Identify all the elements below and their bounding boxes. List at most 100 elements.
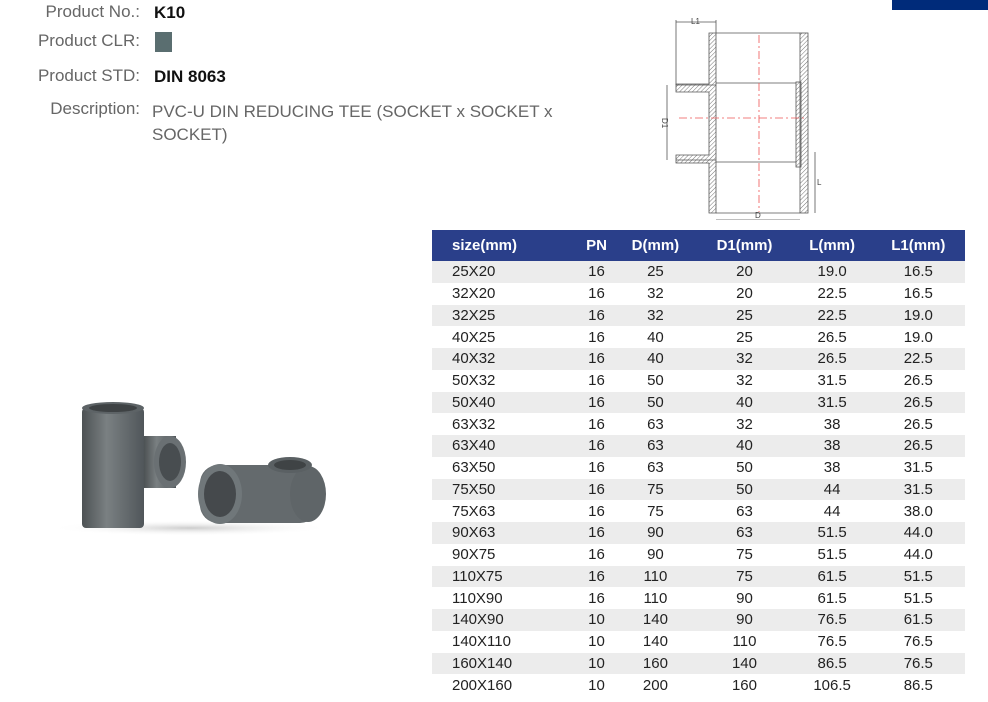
table-cell: 110 bbox=[643, 589, 668, 607]
table-cell: 140X90 bbox=[432, 609, 579, 631]
table-cell: 16 bbox=[588, 502, 605, 520]
table-cell: 38 bbox=[792, 435, 872, 457]
column-header: D(mm) bbox=[614, 230, 697, 261]
table-row: 32X20 16 32 20 22.5 16.5 bbox=[432, 283, 965, 305]
table-cell: 75 bbox=[647, 502, 664, 520]
table-cell: 51.5 bbox=[871, 565, 965, 588]
table-cell: 26.5 bbox=[903, 372, 933, 390]
table-cell: 76.5 bbox=[817, 633, 847, 651]
table-cell: 75 bbox=[614, 478, 697, 501]
table-cell: 22.5 bbox=[792, 304, 872, 327]
table-row: 40X25 16 40 25 26.5 19.0 bbox=[432, 326, 965, 348]
description-label: Description: bbox=[50, 99, 140, 118]
table-cell: 31.5 bbox=[792, 391, 872, 414]
dim-l-label: L bbox=[817, 178, 822, 187]
table-cell: 200 bbox=[642, 676, 668, 694]
table-cell: 76.5 bbox=[903, 633, 933, 651]
table-row: 32X25 16 32 25 22.5 19.0 bbox=[432, 304, 965, 327]
table-cell: 63 bbox=[647, 459, 664, 477]
table-cell: 16 bbox=[578, 565, 615, 588]
table-cell: 10 bbox=[578, 609, 615, 631]
table-cell: 44.0 bbox=[871, 522, 965, 544]
table-cell: 63 bbox=[696, 522, 793, 544]
table-row: 200X160 10 200 160 106.5 86.5 bbox=[432, 674, 965, 696]
table-cell: 20 bbox=[736, 285, 753, 303]
table-cell: 10 bbox=[588, 633, 605, 651]
table-cell: 75 bbox=[736, 546, 753, 564]
product-std-value: DIN 8063 bbox=[154, 67, 226, 86]
table-row: 90X75 16 90 75 51.5 44.0 bbox=[432, 544, 965, 566]
table-cell: 38 bbox=[823, 459, 841, 477]
table-cell: 90 bbox=[614, 522, 697, 544]
table-cell: 26.5 bbox=[871, 391, 965, 414]
specification-table: size(mm) PN D(mm) D1(mm) L(mm) L1(mm) 25X20 16… bbox=[432, 230, 965, 696]
table-cell: 25 bbox=[696, 304, 793, 327]
table-cell: 22.5 bbox=[871, 348, 965, 370]
table-cell: 40 bbox=[696, 391, 793, 414]
table-row: 63X40 16 63 40 38 26.5 bbox=[432, 435, 965, 457]
table-row: 63X32 16 63 32 38 26.5 bbox=[432, 413, 965, 435]
table-cell: 26.5 bbox=[903, 415, 933, 433]
table-cell: 40 bbox=[647, 328, 664, 346]
table-row: 40X32 16 40 32 26.5 22.5 bbox=[432, 348, 965, 370]
dim-d-label: D bbox=[755, 211, 761, 220]
table-cell: 50 bbox=[736, 459, 753, 477]
table-cell: 61.5 bbox=[871, 609, 965, 631]
table-cell: 32X20 bbox=[452, 285, 496, 303]
column-header: L(mm) bbox=[792, 230, 872, 261]
table-cell: 40 bbox=[614, 348, 697, 370]
table-cell: 25X20 bbox=[432, 261, 579, 283]
table-cell: 16 bbox=[578, 304, 615, 327]
table-cell: 31.5 bbox=[871, 478, 965, 501]
table-cell: 50 bbox=[647, 372, 664, 390]
table-cell: 31.5 bbox=[903, 459, 933, 477]
table-cell: 32 bbox=[736, 372, 753, 390]
table-cell: 90 bbox=[696, 609, 793, 631]
table-cell: 16 bbox=[578, 522, 615, 544]
table-cell: 32 bbox=[696, 348, 793, 370]
table-row: 25X20 16 25 20 19.0 16.5 bbox=[432, 261, 965, 283]
table-cell: 90 bbox=[736, 589, 753, 607]
table-cell: 32 bbox=[647, 285, 664, 303]
table-cell: 160 bbox=[731, 676, 757, 694]
table-cell: 110X75 bbox=[432, 565, 579, 588]
table-cell: 31.5 bbox=[817, 372, 847, 390]
table-cell: 16 bbox=[578, 261, 615, 283]
table-cell: 44 bbox=[792, 478, 872, 501]
table-cell: 110 bbox=[614, 565, 697, 588]
table-cell: 20 bbox=[696, 261, 793, 283]
table-cell: 16 bbox=[578, 391, 615, 414]
table-cell: 160 bbox=[614, 652, 697, 675]
dim-l1-label: L1 bbox=[691, 17, 700, 26]
table-header-row: size(mm) PN D(mm) D1(mm) L(mm) L1(mm) bbox=[432, 230, 965, 261]
table-cell: 160X140 bbox=[432, 652, 579, 675]
table-cell: 38.0 bbox=[903, 502, 933, 520]
table-cell: 40X25 bbox=[452, 328, 496, 346]
top-nav-bar bbox=[892, 0, 988, 10]
table-cell: 44 bbox=[823, 502, 841, 520]
table-row: 140X90 10 140 90 76.5 61.5 bbox=[432, 609, 965, 631]
column-header: L1(mm) bbox=[871, 230, 965, 261]
table-cell: 16 bbox=[578, 435, 615, 457]
product-no-value: K10 bbox=[154, 3, 186, 22]
table-cell: 40X32 bbox=[432, 348, 579, 370]
table-cell: 16.5 bbox=[903, 285, 933, 303]
table-row: 140X110 10 140 110 76.5 76.5 bbox=[432, 631, 965, 653]
table-cell: 38 bbox=[823, 415, 841, 433]
table-cell: 63 bbox=[614, 435, 697, 457]
table-cell: 140 bbox=[696, 652, 793, 675]
product-clr-label: Product CLR: bbox=[37, 31, 140, 50]
table-cell: 63 bbox=[647, 415, 664, 433]
column-header: PN bbox=[578, 230, 615, 261]
color-swatch bbox=[155, 32, 172, 52]
table-cell: 44.0 bbox=[903, 546, 933, 564]
table-cell: 26.5 bbox=[792, 348, 872, 370]
table-cell: 19.0 bbox=[903, 328, 933, 346]
table-cell: 25 bbox=[614, 261, 697, 283]
table-cell: 200X160 bbox=[452, 676, 513, 694]
table-cell: 51.5 bbox=[903, 589, 933, 607]
table-row: 63X50 16 63 50 38 31.5 bbox=[432, 457, 965, 479]
table-cell: 32 bbox=[736, 415, 753, 433]
column-header: size(mm) bbox=[432, 230, 579, 261]
table-row: 75X63 16 75 63 44 38.0 bbox=[432, 500, 965, 522]
